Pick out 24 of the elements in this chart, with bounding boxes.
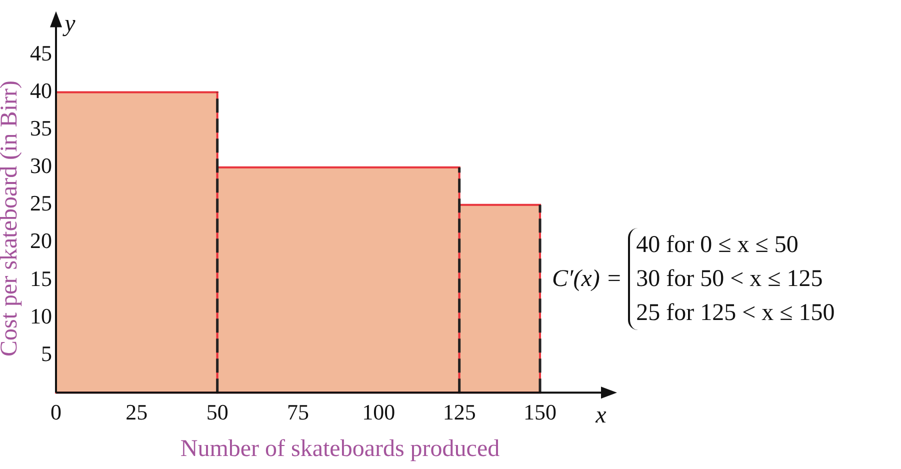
y-tick-label: 25 — [30, 190, 52, 216]
annotation: C′(x) = — [552, 266, 622, 292]
text: 40 for 0 ≤ x ≤ 50 — [636, 231, 800, 260]
text: 25 for 125 < x ≤ 150 — [636, 299, 835, 328]
y-tick-label: 45 — [30, 40, 52, 66]
x-tick-label: 0 — [50, 400, 62, 425]
y-tick-label: 40 — [30, 78, 52, 104]
x-tick-label: 75 — [287, 400, 310, 425]
y-tick-label: 5 — [41, 340, 52, 366]
y-tick-label: 10 — [30, 303, 52, 328]
text: 30 for 50 < x ≤ 125 — [636, 265, 824, 294]
x-tick-label: 150 — [524, 400, 557, 425]
y-tick-label: 20 — [30, 228, 52, 254]
x-tick-label: 125 — [442, 400, 476, 425]
text: x — [594, 402, 607, 429]
x-tick-label: 100 — [362, 400, 396, 425]
x-tick-label: 50 — [206, 400, 228, 425]
y-tick-label: 35 — [30, 116, 52, 141]
y-tick-label: 15 — [30, 266, 52, 291]
y-tick-label: 30 — [30, 153, 52, 178]
x-tick-label: 25 — [126, 400, 148, 425]
annotation: y — [62, 11, 76, 38]
x-axis-title: Number of skateboards produced — [179, 436, 501, 463]
y-axis-title: Cost per skateboard (in Birr) — [0, 80, 24, 358]
